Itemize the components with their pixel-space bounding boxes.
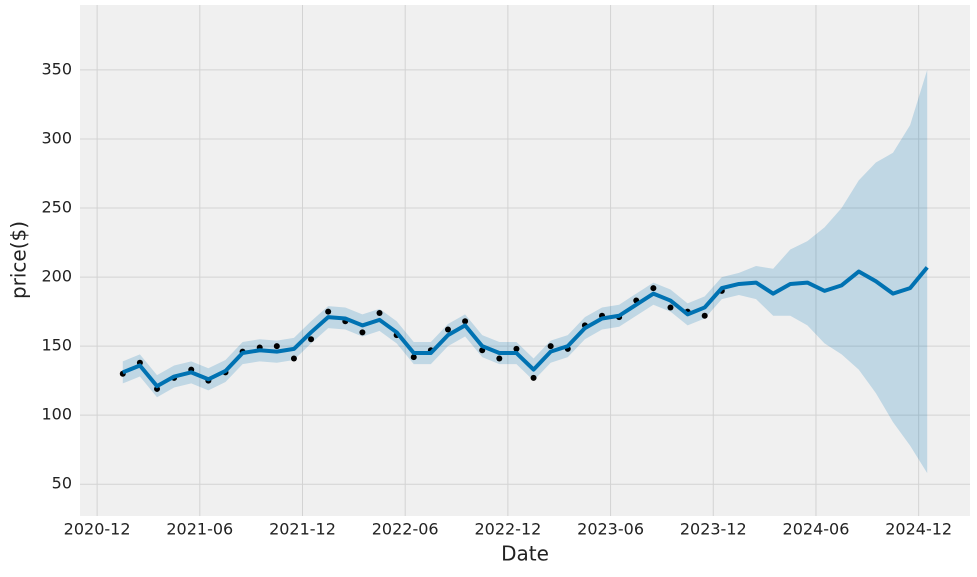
observed-point [325, 308, 332, 315]
observed-point [444, 326, 451, 333]
y-tick-label: 100 [41, 405, 72, 424]
forecast-line [122, 266, 929, 389]
y-tick-label: 300 [41, 128, 72, 147]
plot-area [80, 5, 970, 516]
y-tick-label: 250 [41, 198, 72, 217]
observed-point [701, 312, 708, 319]
observed-point [290, 355, 297, 362]
observed-point [462, 318, 469, 325]
y-tick-label: 150 [41, 336, 72, 355]
x-tick-label: 2022-06 [372, 520, 439, 539]
x-tick-label: 2024-12 [885, 520, 952, 539]
observed-point [650, 285, 657, 292]
y-axis-label: price($) [7, 221, 31, 299]
uncertainty-band [122, 69, 928, 474]
x-tick-label: 2022-12 [474, 520, 541, 539]
x-tick-label: 2021-12 [269, 520, 336, 539]
y-tick-label: 50 [52, 474, 72, 493]
observed-point [547, 343, 554, 350]
x-tick-label: 2020-12 [64, 520, 131, 539]
observed-point [273, 343, 280, 350]
observed-point [513, 345, 520, 352]
y-tick-label: 350 [41, 59, 72, 78]
observed-point [667, 304, 674, 311]
x-tick-label: 2024-06 [783, 520, 850, 539]
observed-point [308, 336, 315, 343]
x-tick-label: 2023-12 [680, 520, 747, 539]
observed-point [410, 354, 417, 361]
x-axis-label: Date [501, 542, 549, 566]
observed-point [496, 355, 503, 362]
observed-point [530, 374, 537, 381]
x-tick-label: 2023-06 [577, 520, 644, 539]
observed-point [376, 309, 383, 316]
x-tick-label: 2021-06 [166, 520, 233, 539]
observed-point [359, 329, 366, 336]
y-tick-label: 200 [41, 267, 72, 286]
